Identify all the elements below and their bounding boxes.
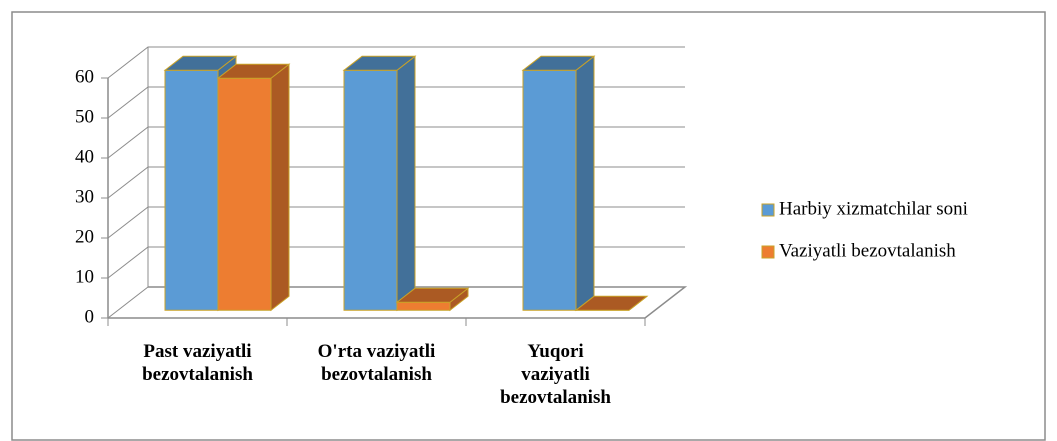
grid-line [107,46,685,79]
bar-front [164,69,219,311]
y-tick-label: 0 [85,306,95,327]
grid-line [107,286,685,319]
grid-line [107,86,685,119]
y-tick-label: 40 [75,146,94,167]
bar-front [217,77,272,311]
bar-side [575,55,595,312]
grid-line [107,166,685,199]
legend-label: Vaziyatli bezovtalanish [779,240,956,261]
bar-front [396,301,451,311]
bar-top [216,63,291,79]
bar-side [396,55,416,312]
x-tick-label: Yuqori vaziyatli bezovtalanish [500,341,611,408]
bar-front [343,69,398,311]
legend-swatch [761,203,775,217]
grid-line [107,246,685,279]
x-tick-label: O'rta vaziyatli bezovtalanish [317,341,436,385]
x-tick-label: Past vaziyatli bezovtalanish [142,341,253,385]
bar-top [521,55,596,71]
bar-side [270,63,290,312]
y-tick-label: 10 [75,266,94,287]
legend-swatch [761,245,775,259]
grid-line [107,206,685,239]
y-tick-label: 20 [75,226,94,247]
bar-top [574,295,649,311]
y-tick-label: 50 [75,106,94,127]
bar-front [522,69,577,311]
bar-top [163,55,238,71]
bar-top [395,287,470,303]
bar-top [342,55,417,71]
y-tick-label: 60 [75,66,94,87]
legend-label: Harbiy xizmatchilar soni [779,198,968,219]
y-tick-label: 30 [75,186,94,207]
grid-line [107,126,685,159]
